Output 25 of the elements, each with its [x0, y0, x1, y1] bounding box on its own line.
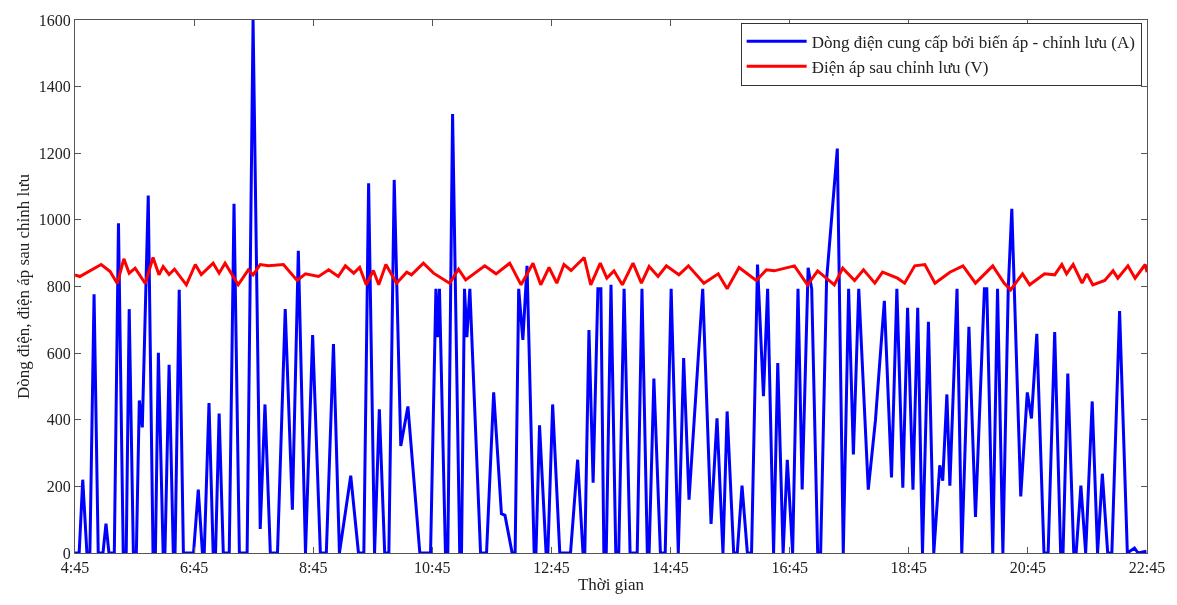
x-tick-label: 12:45: [533, 559, 570, 577]
x-tick-label: 6:45: [179, 559, 209, 577]
x-tick-label: 8:45: [298, 559, 328, 577]
x-tick-label: 18:45: [890, 559, 928, 577]
y-tick-label: 800: [46, 278, 71, 296]
x-tick-label: 14:45: [652, 559, 689, 577]
x-axis-title: Thời gian: [577, 574, 645, 594]
y-tick-label: 1600: [38, 11, 71, 29]
y-tick-label: 600: [46, 344, 71, 362]
x-tick-label: 20:45: [1009, 559, 1047, 577]
x-tick-label: 10:45: [414, 559, 451, 577]
y-tick-label: 400: [46, 411, 71, 429]
x-tick-label: 4:45: [60, 559, 90, 577]
legend-label: Dòng điện cung cấp bởi biến áp - chỉnh lưu (A): [811, 32, 1135, 52]
line-series: [75, 256, 1147, 292]
y-tick-label: 1400: [38, 78, 71, 96]
y-axis-title: Dòng điện, điện áp sau chỉnh lưu: [14, 173, 34, 399]
line-series: [75, 20, 1147, 553]
y-tick-label: 1000: [38, 211, 71, 229]
y-tick-label: 1200: [38, 144, 71, 162]
x-tick-label: 16:45: [771, 559, 808, 577]
x-tick-label: 22:45: [1128, 559, 1166, 577]
legend-label: Điện áp sau chỉnh lưu (V): [811, 57, 989, 77]
y-tick-label: 200: [46, 477, 71, 495]
y-tick-label: 0: [62, 544, 71, 562]
